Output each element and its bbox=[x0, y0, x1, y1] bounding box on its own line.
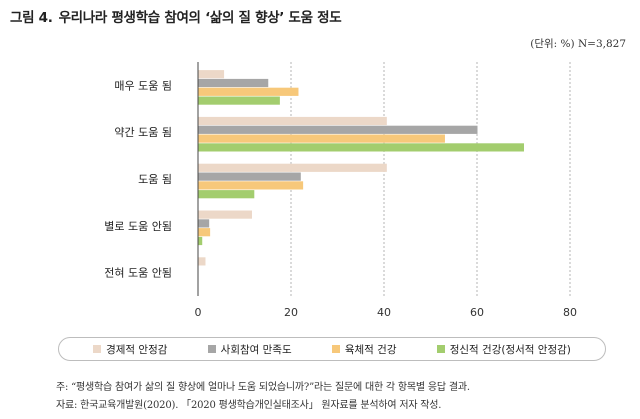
chart-note: 주: “평생학습 참여가 삶의 질 향상에 얼마나 도움 되었습니까?”라는 질… bbox=[56, 382, 470, 393]
legend-swatch bbox=[207, 345, 216, 353]
category-label: 도움 됨 bbox=[138, 173, 172, 186]
figure-title-text: 우리나라 평생학습 참여의 ‘삶의 질 향상’ 도움 정도 bbox=[58, 10, 342, 26]
legend-item: 사회참여 만족도 bbox=[207, 342, 292, 357]
bar bbox=[198, 190, 255, 199]
bar bbox=[198, 116, 387, 126]
bar bbox=[198, 210, 252, 219]
bar bbox=[198, 134, 445, 143]
bar bbox=[198, 96, 280, 105]
bar bbox=[198, 257, 206, 266]
legend-swatch bbox=[331, 345, 340, 353]
legend-item: 경제적 안정감 bbox=[93, 342, 167, 357]
legend-label: 사회참여 만족도 bbox=[220, 343, 292, 356]
bar bbox=[198, 125, 478, 134]
category-label: 별로 도움 안됨 bbox=[104, 220, 172, 233]
x-tick-label: 80 bbox=[563, 306, 577, 319]
bar bbox=[198, 236, 203, 246]
category-label: 전혀 도움 안됨 bbox=[104, 267, 172, 280]
unit-label: (단위: %) N=3,827 bbox=[530, 38, 626, 50]
legend-swatch bbox=[93, 345, 102, 353]
chart-legend: 경제적 안정감 사회참여 만족도 육체적 건강 정신적 건강(정서적 안정감) bbox=[58, 337, 606, 361]
bar bbox=[198, 78, 269, 88]
bar bbox=[198, 163, 387, 172]
legend-swatch bbox=[436, 345, 445, 353]
category-label: 매우 도움 됨 bbox=[114, 79, 172, 92]
x-tick-label: 20 bbox=[284, 306, 298, 319]
legend-item: 정신적 건강(정서적 안정감) bbox=[436, 342, 571, 357]
bar bbox=[198, 181, 304, 190]
bar bbox=[198, 70, 225, 79]
legend-item: 육체적 건강 bbox=[331, 342, 397, 357]
figure-title: 그림 4. 우리나라 평생학습 참여의 ‘삶의 질 향상’ 도움 정도 bbox=[10, 6, 342, 26]
legend-label: 정신적 건강(정서적 안정감) bbox=[449, 343, 571, 356]
bar bbox=[198, 87, 299, 96]
figure-number: 그림 4. bbox=[10, 10, 53, 26]
category-label: 약간 도움 됨 bbox=[114, 125, 172, 139]
bar bbox=[198, 228, 211, 237]
chart-source: 자료: 한국교육개발원(2020). 「2020 평생학습개인실태조사」 원자료… bbox=[56, 400, 442, 411]
x-tick-label: 40 bbox=[377, 306, 391, 319]
bar bbox=[198, 172, 301, 181]
legend-label: 육체적 건강 bbox=[344, 343, 397, 356]
x-tick-label: 0 bbox=[195, 306, 202, 319]
bar bbox=[198, 219, 210, 228]
legend-label: 경제적 안정감 bbox=[106, 343, 168, 356]
bar bbox=[198, 143, 524, 152]
x-tick-label: 60 bbox=[470, 306, 484, 319]
